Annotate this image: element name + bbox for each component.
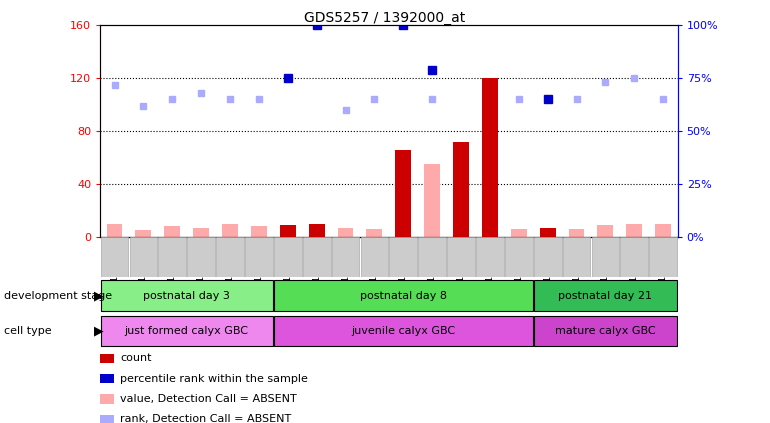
Text: postnatal day 3: postnatal day 3 [143,291,230,301]
Text: value, Detection Call = ABSENT: value, Detection Call = ABSENT [120,394,297,404]
Bar [591,237,619,277]
Bar [390,237,417,277]
Bar [274,237,302,277]
Bar [216,237,244,277]
Text: postnatal day 21: postnatal day 21 [558,291,652,301]
Bar [534,280,677,311]
Bar [447,237,475,277]
Bar [360,237,388,277]
Bar [222,224,238,237]
Bar [101,280,273,311]
Bar [424,164,440,237]
Text: postnatal day 8: postnatal day 8 [360,291,447,301]
Bar [476,237,504,277]
Bar [453,142,469,237]
Bar [245,237,273,277]
Bar [309,224,325,237]
Text: ▶: ▶ [94,325,103,338]
Bar [563,237,591,277]
Bar [540,228,556,237]
Bar [274,316,533,346]
Text: ▶: ▶ [94,289,103,302]
Bar [568,229,584,237]
Bar [655,224,671,237]
Text: count: count [120,353,152,363]
Bar [100,415,114,423]
Bar [100,374,114,383]
Text: juvenile calyx GBC: juvenile calyx GBC [351,326,455,336]
Bar [164,226,180,237]
Bar [367,229,383,237]
Bar [136,230,152,237]
Bar [598,225,614,237]
Bar [100,394,114,404]
Bar [534,237,561,277]
Text: GDS5257 / 1392000_at: GDS5257 / 1392000_at [304,11,466,25]
Bar [280,225,296,237]
Bar [129,237,157,277]
Bar [337,228,353,237]
Text: percentile rank within the sample: percentile rank within the sample [120,374,308,384]
Bar [251,226,267,237]
Bar [106,224,122,237]
Bar [193,228,209,237]
Bar [101,316,273,346]
Bar [274,280,533,311]
Bar [187,237,215,277]
Bar [332,237,360,277]
Bar [505,237,533,277]
Text: just formed calyx GBC: just formed calyx GBC [125,326,249,336]
Bar [418,237,446,277]
Text: cell type: cell type [4,326,52,336]
Bar [626,224,642,237]
Text: rank, Detection Call = ABSENT: rank, Detection Call = ABSENT [120,414,291,423]
Text: development stage: development stage [4,291,112,301]
Bar [100,354,114,363]
Bar [303,237,330,277]
Bar [395,150,411,237]
Bar [621,237,648,277]
Bar [511,229,527,237]
Bar [534,316,677,346]
Bar [649,237,677,277]
Bar [101,237,129,277]
Bar [159,237,186,277]
Bar [482,78,498,237]
Text: mature calyx GBC: mature calyx GBC [555,326,656,336]
